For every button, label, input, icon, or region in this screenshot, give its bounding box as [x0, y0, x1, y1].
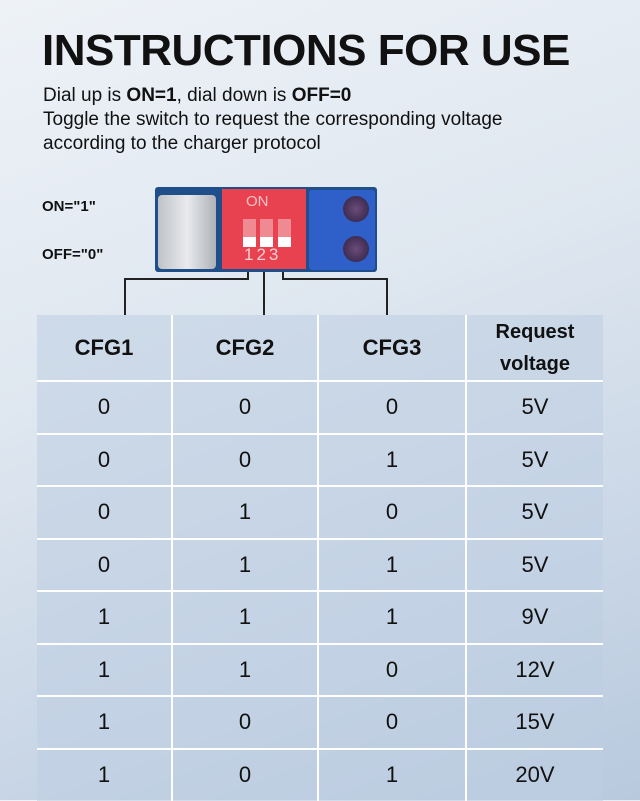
dip-switch-3 [278, 219, 291, 247]
table-cell: 1 [37, 591, 172, 644]
table-cell: 9V [466, 591, 603, 644]
table-cell: 0 [37, 539, 172, 592]
connector-line [124, 278, 249, 280]
dip-numbers: 123 [244, 245, 281, 265]
connector-line [386, 278, 388, 315]
connector-line [282, 278, 388, 280]
table-cell: 5V [466, 381, 603, 434]
page-title: INSTRUCTIONS FOR USE [42, 26, 570, 76]
desc-on: ON=1 [126, 85, 176, 106]
desc-line3: according to the charger protocol [43, 132, 502, 156]
desc-text: , dial down is [177, 85, 292, 106]
screw-icon [343, 236, 369, 262]
table-cell: 1 [37, 749, 172, 801]
table-cell: 0 [172, 749, 318, 801]
desc-off: OFF=0 [292, 85, 352, 106]
table-cell: 0 [172, 696, 318, 749]
description: Dial up is ON=1, dial down is OFF=0 Togg… [43, 84, 502, 156]
connector-line [263, 272, 265, 315]
table-cell: 1 [37, 696, 172, 749]
table-cell: 5V [466, 539, 603, 592]
dip-switch-2 [260, 219, 273, 247]
off-legend: OFF="0" [42, 246, 103, 263]
screw-icon [343, 196, 369, 222]
table-cell: 1 [318, 591, 466, 644]
dip-switch-1 [243, 219, 256, 247]
header-cfg2: CFG2 [172, 315, 318, 381]
table-cell: 1 [172, 591, 318, 644]
table-cell: 0 [318, 696, 466, 749]
table-cell: 1 [318, 539, 466, 592]
on-legend: ON="1" [42, 198, 96, 215]
header-voltage: Request voltage [466, 315, 603, 381]
table-cell: 1 [172, 486, 318, 539]
table-cell: 1 [37, 644, 172, 697]
table-cell: 0 [318, 644, 466, 697]
screw-terminal [309, 190, 375, 270]
table-cell: 5V [466, 486, 603, 539]
table-cell: 0 [37, 434, 172, 487]
table-cell: 5V [466, 434, 603, 487]
table-cell: 15V [466, 696, 603, 749]
table-cell: 20V [466, 749, 603, 801]
usb-c-port [158, 195, 216, 269]
header-cfg3: CFG3 [318, 315, 466, 381]
table-cell: 0 [172, 381, 318, 434]
table-cell: 0 [318, 381, 466, 434]
table-cell: 0 [37, 486, 172, 539]
table-cell: 0 [318, 486, 466, 539]
table-cell: 1 [172, 539, 318, 592]
table-cell: 1 [172, 644, 318, 697]
table-cell: 0 [37, 381, 172, 434]
table-cell: 12V [466, 644, 603, 697]
pd-trigger-board-image: ON 123 [155, 187, 377, 272]
table-cell: 1 [318, 434, 466, 487]
table-cell: 1 [318, 749, 466, 801]
table-cell: 0 [172, 434, 318, 487]
connector-line [124, 278, 126, 315]
dip-on-label: ON [246, 193, 269, 210]
dip-switch: ON 123 [222, 189, 306, 269]
header-cfg1: CFG1 [37, 315, 172, 381]
desc-line2: Toggle the switch to request the corresp… [43, 108, 502, 132]
desc-text: Dial up is [43, 85, 126, 106]
